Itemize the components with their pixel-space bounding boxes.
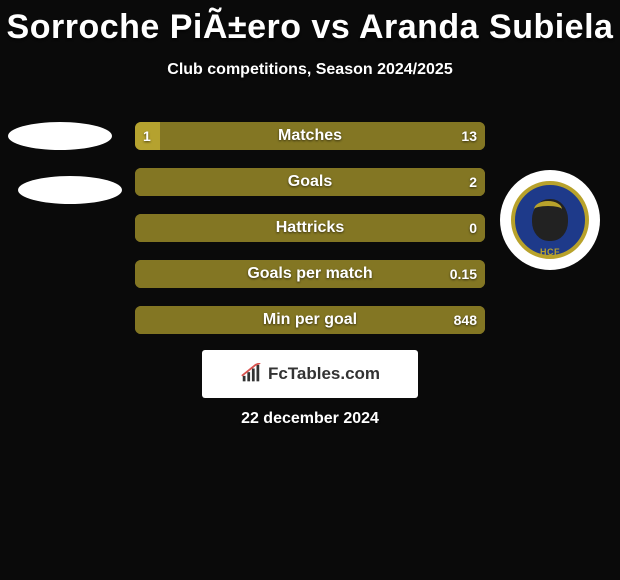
brand-text: FcTables.com: [268, 364, 380, 384]
stat-label: Goals: [135, 168, 485, 196]
stat-label: Min per goal: [135, 306, 485, 334]
stat-value-right: 0.15: [450, 260, 477, 288]
stats-bars: 1Matches13 Goals2 Hattricks0 Goals per matc…: [135, 122, 485, 352]
brand-box: FcTables.com: [202, 350, 418, 398]
stat-bar: Goals2: [135, 168, 485, 196]
subtitle: Club competitions, Season 2024/2025: [0, 61, 620, 79]
crest-label: HCF: [515, 247, 585, 257]
stat-value-right: 848: [454, 306, 477, 334]
date-line: 22 december 2024: [0, 410, 620, 428]
stat-value-right: 13: [461, 122, 477, 150]
stat-bar: 1Matches13: [135, 122, 485, 150]
stat-bar: Min per goal848: [135, 306, 485, 334]
page-title: Sorroche PiÃ±ero vs Aranda Subiela: [0, 0, 620, 47]
player1-club-ellipse: [8, 122, 112, 150]
stat-label: Goals per match: [135, 260, 485, 288]
player2-club-badge: HCF: [500, 170, 600, 270]
stat-bar: Hattricks0: [135, 214, 485, 242]
stat-value-right: 2: [469, 168, 477, 196]
stat-label: Matches: [135, 122, 485, 150]
brand-chart-icon: [240, 363, 262, 385]
club-crest: HCF: [511, 181, 589, 259]
stat-label: Hattricks: [135, 214, 485, 242]
stat-value-right: 0: [469, 214, 477, 242]
stat-bar: Goals per match0.15: [135, 260, 485, 288]
comparison-card: Sorroche PiÃ±ero vs Aranda Subiela Club …: [0, 0, 620, 580]
player1-club-ellipse: [18, 176, 122, 204]
crest-silhouette: [532, 199, 568, 241]
